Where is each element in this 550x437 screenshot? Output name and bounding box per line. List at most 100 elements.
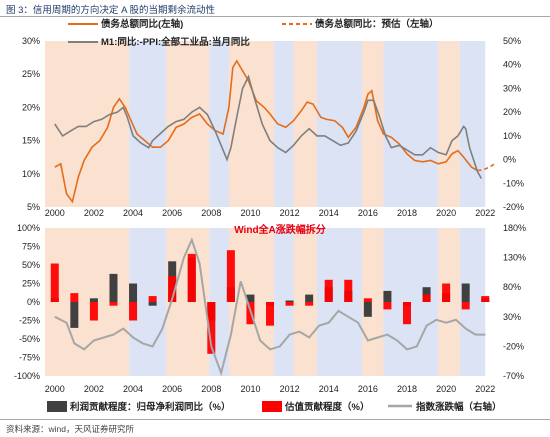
y-left-tick: 5% — [27, 202, 40, 212]
profit-bar — [109, 273, 118, 302]
y-left-tick: 50% — [22, 260, 40, 270]
x-tick: 2016 — [358, 208, 378, 218]
y-left-tick: -75% — [19, 353, 40, 363]
figure-title: 图 3：信用周期的方向决定 A 股的当期剩余流动性 — [6, 5, 216, 16]
y-right-tick: 0% — [503, 155, 516, 165]
shade-band-7 — [316, 228, 362, 376]
valuation-bar — [226, 250, 235, 302]
valuation-bar — [207, 302, 216, 354]
x-tick: 2012 — [280, 208, 300, 218]
legend-label-valuation: 估值贡献程度（%） — [284, 401, 369, 413]
legend-swatch-profit — [47, 401, 67, 412]
y-left-tick: -25% — [19, 316, 40, 326]
shade-band-9 — [383, 41, 439, 207]
y-right-tick: -20% — [503, 202, 524, 212]
y-right-tick: 40% — [503, 60, 521, 70]
x-tick: 2008 — [201, 384, 221, 394]
profit-bar — [148, 302, 157, 306]
valuation-bar — [109, 302, 118, 306]
valuation-bar — [305, 302, 314, 306]
valuation-bar — [383, 302, 392, 310]
legend-label-forecast: 债务总额同比：预估（左轴） — [315, 18, 439, 30]
x-tick: 2018 — [397, 208, 417, 218]
x-tick: 2010 — [240, 384, 260, 394]
valuation-bar — [402, 302, 411, 325]
x-tick: 2008 — [201, 208, 221, 218]
x-tick: 2014 — [319, 208, 339, 218]
index-return-line — [54, 237, 486, 377]
shade-band-3 — [209, 41, 229, 207]
y-left-tick: 10% — [22, 169, 40, 179]
valuation-bar — [266, 302, 275, 326]
x-tick: 2020 — [436, 208, 456, 218]
valuation-bar — [344, 279, 353, 302]
y-left-tick: 100% — [17, 223, 40, 233]
top-chart: 30% 25% 20% 15% 10% 5% 50% 40% 30% 20% 10% 0% -10% -2… — [22, 36, 524, 218]
profit-bar — [305, 294, 314, 302]
valuation-bar — [50, 263, 59, 302]
x-tick: 2018 — [397, 384, 417, 394]
y-left-tick: 25% — [22, 69, 40, 79]
y-right-tick: 30% — [503, 312, 521, 322]
valuation-bar — [422, 294, 431, 302]
x-tick: 2000 — [45, 208, 65, 218]
x-tick: 2010 — [240, 208, 260, 218]
legend-label-profit: 利润贡献程度：归母净利润同比（%） — [69, 401, 230, 413]
y-right-tick: -20% — [503, 341, 524, 351]
valuation-bar — [481, 296, 490, 302]
shade-band-10 — [438, 41, 460, 207]
y-right-tick: -70% — [503, 371, 524, 381]
valuation-bar — [148, 296, 157, 302]
valuation-bar — [442, 283, 451, 302]
x-tick: 2022 — [475, 208, 495, 218]
valuation-bar — [129, 302, 138, 321]
x-tick: 2016 — [358, 384, 378, 394]
valuation-bar — [168, 276, 177, 302]
title-divider — [0, 16, 550, 17]
profit-bar — [70, 302, 79, 328]
valuation-bar — [285, 302, 294, 306]
y-right-tick: -10% — [503, 178, 524, 188]
legend-label-m1: M1:同比:-PPI:全部工业品:当月同比 — [101, 36, 250, 48]
series-line-0 — [54, 59, 478, 204]
top-legend: 债务总额同比(左轴) 债务总额同比：预估（左轴） M1:同比:-PPI:全部工业品:… — [68, 18, 439, 48]
valuation-bar — [70, 293, 79, 302]
y-left-tick: 25% — [22, 279, 40, 289]
series-line-1 — [477, 163, 496, 172]
valuation-bar — [461, 302, 470, 310]
x-tick: 2006 — [162, 208, 182, 218]
y-right-tick: 130% — [503, 253, 526, 263]
shade-band-4 — [228, 41, 274, 207]
source-note: 资料来源：wind，天风证券研究所 — [6, 424, 134, 434]
y-left-tick: 30% — [22, 36, 40, 46]
x-tick: 2004 — [123, 384, 143, 394]
valuation-bar — [324, 279, 333, 302]
bottom-legend: 利润贡献程度：归母净利润同比（%） 估值贡献程度（%） 指数涨跌幅（右轴） — [47, 401, 502, 413]
x-tick: 2002 — [84, 384, 104, 394]
shade-band-5 — [273, 41, 294, 207]
profit-bar — [383, 290, 392, 302]
y-left-tick: 20% — [22, 102, 40, 112]
chart-annotation: Wind全A涨跌幅拆分 — [234, 223, 326, 236]
y-left-tick: 0% — [27, 297, 40, 307]
series-line-2 — [54, 74, 483, 179]
x-tick: 2002 — [84, 208, 104, 218]
y-right-tick: 30% — [503, 83, 521, 93]
shade-band-11 — [459, 41, 486, 207]
profit-bar — [246, 294, 255, 302]
legend-swatch-valuation — [262, 401, 282, 412]
x-tick: 2004 — [123, 208, 143, 218]
profit-bar — [129, 283, 138, 302]
y-right-tick: 20% — [503, 107, 521, 117]
x-tick: 2006 — [162, 384, 182, 394]
x-tick: 2012 — [280, 384, 300, 394]
y-right-tick: 10% — [503, 131, 521, 141]
legend-label-debt: 债务总额同比(左轴) — [101, 18, 183, 30]
y-left-tick: 15% — [22, 136, 40, 146]
footer-divider — [0, 419, 550, 420]
x-tick: 2022 — [475, 384, 495, 394]
profit-bar — [461, 283, 470, 302]
shade-band-5 — [273, 228, 294, 376]
legend-label-index: 指数涨跌幅（右轴） — [416, 401, 502, 413]
y-right-tick: 80% — [503, 282, 521, 292]
